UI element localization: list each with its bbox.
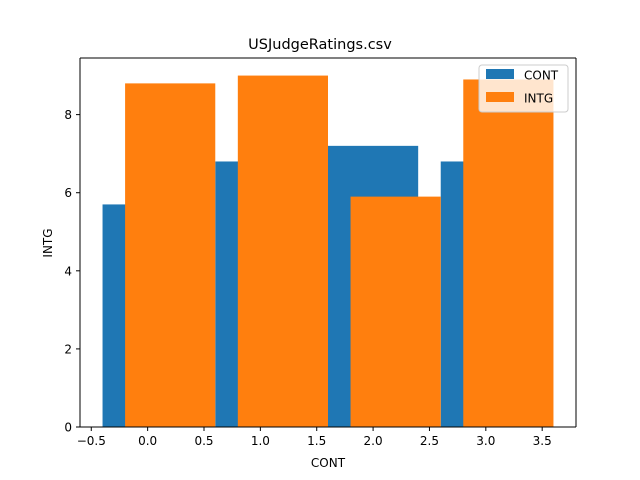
x-tick-label: 3.5: [533, 434, 552, 448]
y-tick-label: 4: [64, 264, 72, 278]
x-axis-label: CONT: [311, 456, 346, 470]
legend-swatch-cont: [486, 69, 514, 79]
chart-title: USJudgeRatings.csv: [248, 37, 392, 53]
legend-label-cont: CONT: [524, 69, 559, 83]
legend: CONT INTG: [478, 64, 569, 113]
y-tick-label: 0: [64, 421, 72, 435]
axes-layer: [79, 57, 577, 428]
x-tick-label: 2.5: [420, 434, 439, 448]
y-tick-label: 8: [64, 108, 72, 122]
bar-intg-1: [237, 75, 328, 428]
x-tick-label: 1.5: [307, 434, 326, 448]
legend-label-intg: INTG: [524, 92, 553, 106]
y-axis-label: INTG: [41, 228, 55, 257]
y-tick-label: 2: [64, 342, 72, 356]
x-tick-label: 2.0: [364, 434, 383, 448]
y-tick-label: 6: [64, 186, 72, 200]
bar-intg-3: [463, 79, 554, 427]
x-tick-label: 3.0: [476, 434, 495, 448]
x-tick-label: 0.0: [138, 434, 157, 448]
legend-swatch-intg: [486, 92, 514, 102]
bar-intg-2: [350, 196, 441, 427]
bar-intg-0: [125, 83, 216, 427]
ticks-layer: −0.5 0.0 0.5 1.0 1.5 2.0 2.5 3.0 3.5 0 2 4 6 8: [64, 108, 551, 448]
x-tick-label: −0.5: [77, 434, 106, 448]
x-tick-label: 1.0: [251, 434, 270, 448]
bars-layer: [102, 75, 554, 428]
x-tick-label: 0.5: [194, 434, 213, 448]
